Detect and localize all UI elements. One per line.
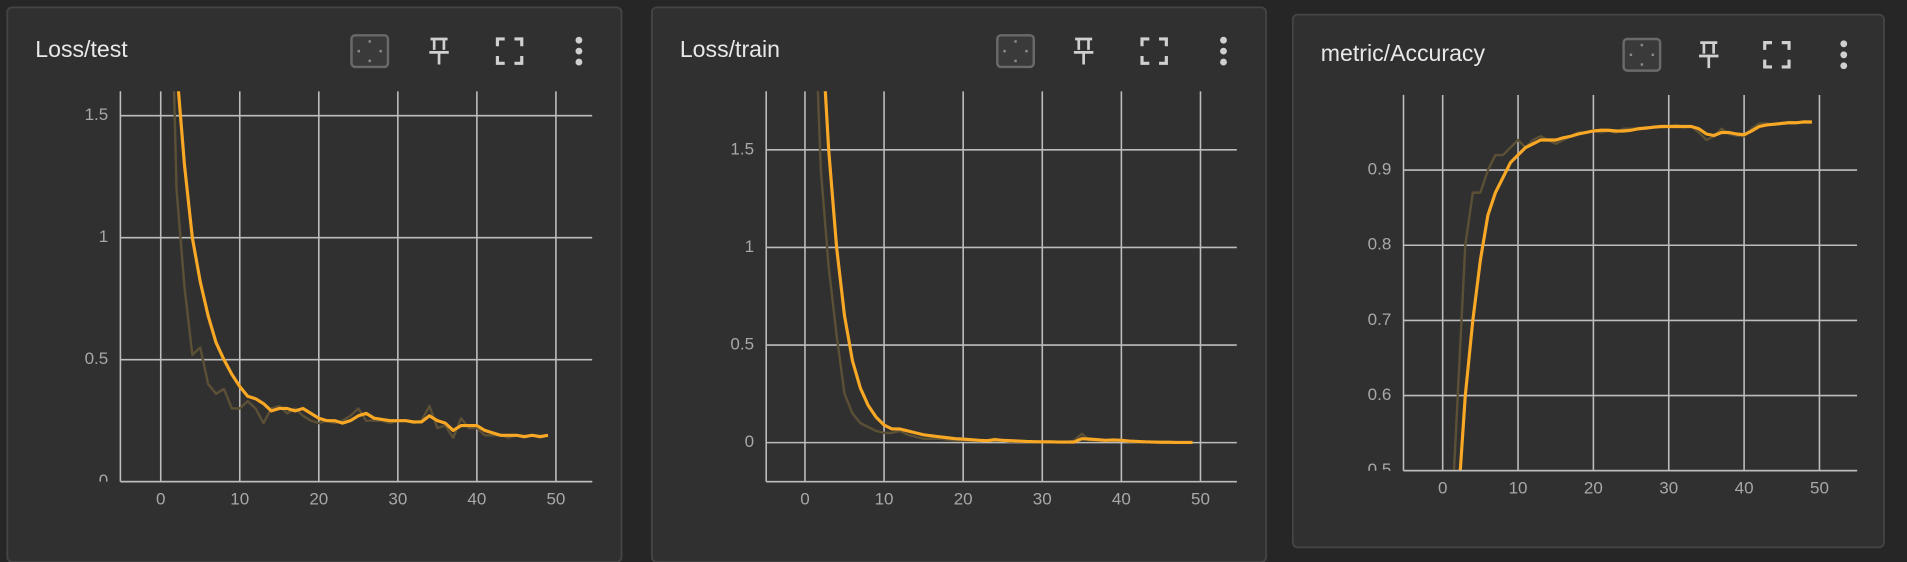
plot-area	[1403, 94, 1858, 471]
x-tick-label: 0	[156, 489, 165, 508]
chart-title: metric/Accuracy	[1321, 40, 1486, 66]
series-line	[1458, 120, 1812, 471]
x-tick-label: 20	[954, 489, 973, 508]
fit-domain-button[interactable]	[1622, 37, 1662, 72]
y-tick-label: 1.5	[730, 139, 754, 158]
y-tick-label: 0.5	[1368, 460, 1392, 479]
y-tick-label: 0.5	[85, 349, 109, 368]
y-tick-label: 0.8	[1368, 235, 1392, 254]
y-tick-label: 1	[99, 227, 108, 246]
card-background	[1291, 13, 1885, 549]
y-tick-label: 0	[745, 432, 754, 451]
x-tick-label: 50	[546, 489, 565, 508]
plot-area	[120, 91, 593, 482]
x-tick-label: 10	[1509, 478, 1528, 497]
chart-title: Loss/test	[35, 36, 128, 62]
x-tick-label: 50	[1810, 478, 1829, 497]
y-tick-label: 0.7	[1368, 310, 1392, 329]
more-menu-button[interactable]	[1840, 40, 1848, 70]
x-tick-label: 10	[875, 489, 894, 508]
x-tick-label: 0	[1438, 478, 1447, 497]
x-tick-label: 0	[800, 489, 809, 508]
chart-card: Loss/test 0 0.5 1 1.5 0 10 20 30 40 50	[6, 6, 623, 562]
fit-domain-button[interactable]	[350, 34, 390, 69]
x-tick-label: 50	[1191, 489, 1210, 508]
x-tick-label: 30	[1033, 489, 1052, 508]
x-tick-label: 20	[1584, 478, 1603, 497]
x-tick-label: 40	[467, 489, 486, 508]
y-tick-label: 0	[99, 471, 108, 490]
x-tick-label: 40	[1735, 478, 1754, 497]
x-tick-label: 20	[309, 489, 328, 508]
series-line	[172, 91, 549, 439]
chart-card: Loss/train 0 0.5 1 1.5 0 10 20 30 40 50	[650, 6, 1267, 562]
x-tick-label: 40	[1112, 489, 1131, 508]
x-tick-label: 10	[230, 489, 249, 508]
y-tick-label: 0.5	[730, 335, 754, 354]
more-menu-button[interactable]	[1220, 36, 1227, 66]
x-tick-label: 30	[1659, 478, 1678, 497]
card-background	[650, 6, 1267, 562]
series-line	[823, 91, 1193, 445]
plot-area	[766, 91, 1237, 482]
x-tick-label: 30	[388, 489, 407, 508]
chart-title: Loss/train	[680, 36, 780, 62]
y-tick-label: 0.9	[1368, 160, 1392, 179]
series-line	[176, 91, 549, 439]
y-tick-label: 1	[745, 237, 754, 256]
chart-card: metric/Accuracy 0.5 0.6 0.7 0.8 0.9 0 10 20 30 40 5…	[1291, 13, 1885, 549]
fit-domain-button[interactable]	[996, 34, 1035, 69]
more-menu-button[interactable]	[575, 36, 583, 66]
y-tick-label: 0.6	[1368, 385, 1392, 404]
y-tick-label: 1.5	[85, 105, 109, 124]
